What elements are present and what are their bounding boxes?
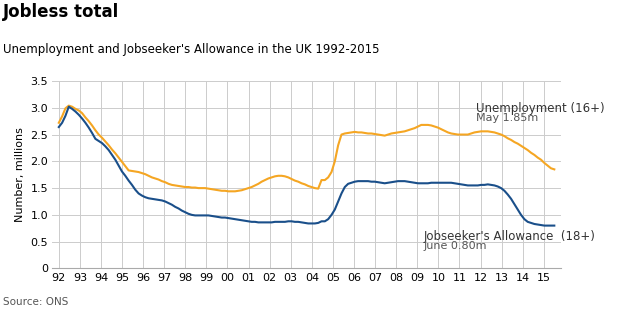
Text: Unemployment (16+): Unemployment (16+) — [476, 102, 605, 115]
Y-axis label: Number, millions: Number, millions — [15, 127, 25, 222]
Text: June 0.80m: June 0.80m — [424, 241, 487, 250]
Text: Unemployment and Jobseeker's Allowance in the UK 1992-2015: Unemployment and Jobseeker's Allowance i… — [3, 43, 379, 56]
Text: May 1.85m: May 1.85m — [476, 113, 539, 123]
Text: Jobless total: Jobless total — [3, 3, 119, 21]
Text: Source: ONS: Source: ONS — [3, 297, 69, 307]
Text: Jobseeker's Allowance  (18+): Jobseeker's Allowance (18+) — [424, 230, 595, 243]
